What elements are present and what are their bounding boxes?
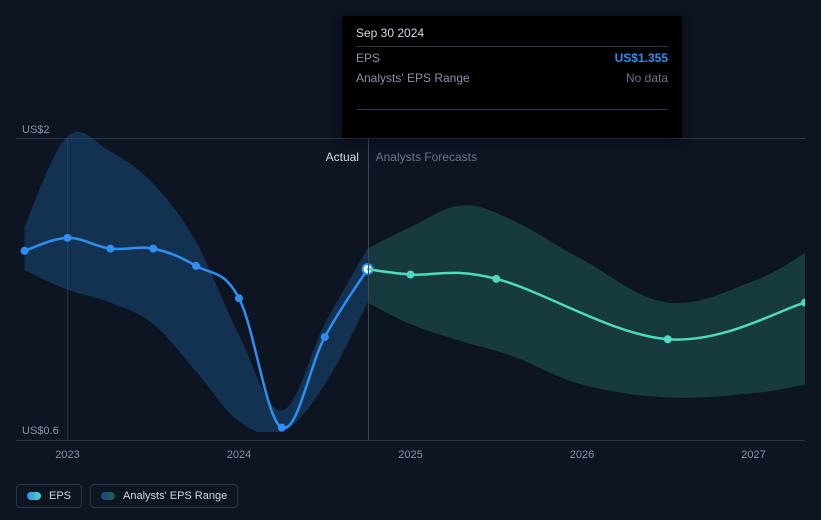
- tooltip-date: Sep 30 2024: [356, 26, 668, 47]
- legend-label: Analysts' EPS Range: [123, 490, 227, 502]
- legend-item-range[interactable]: Analysts' EPS Range: [90, 484, 238, 508]
- x-tick: 2023: [55, 449, 79, 461]
- legend-swatch-range: [101, 492, 115, 500]
- eps-chart[interactable]: [16, 130, 805, 442]
- region-label-actual: Actual: [326, 150, 359, 164]
- chart-tooltip: Sep 30 2024 EPS US$1.355 Analysts' EPS R…: [342, 16, 682, 138]
- x-axis: 2023 2024 2025 2026 2027: [16, 449, 805, 469]
- legend-item-eps[interactable]: EPS: [16, 484, 82, 508]
- x-tick: 2024: [227, 449, 251, 461]
- region-label-forecast: Analysts Forecasts: [376, 150, 477, 164]
- tooltip-row-label: EPS: [356, 51, 380, 65]
- tooltip-separator: [356, 109, 668, 110]
- tooltip-row-value: US$1.355: [615, 51, 668, 65]
- x-tick: 2027: [741, 449, 765, 461]
- x-tick: 2026: [570, 449, 594, 461]
- tooltip-row-range: Analysts' EPS Range No data: [356, 67, 668, 87]
- tooltip-row-eps: EPS US$1.355: [356, 47, 668, 67]
- tooltip-row-label: Analysts' EPS Range: [356, 71, 470, 85]
- legend-swatch-eps: [27, 492, 41, 500]
- tooltip-row-value: No data: [626, 71, 668, 85]
- region-divider: [368, 138, 369, 440]
- legend-label: EPS: [49, 490, 71, 502]
- legend: EPS Analysts' EPS Range: [16, 484, 238, 508]
- x-tick: 2025: [398, 449, 422, 461]
- chart-svg: [16, 130, 805, 432]
